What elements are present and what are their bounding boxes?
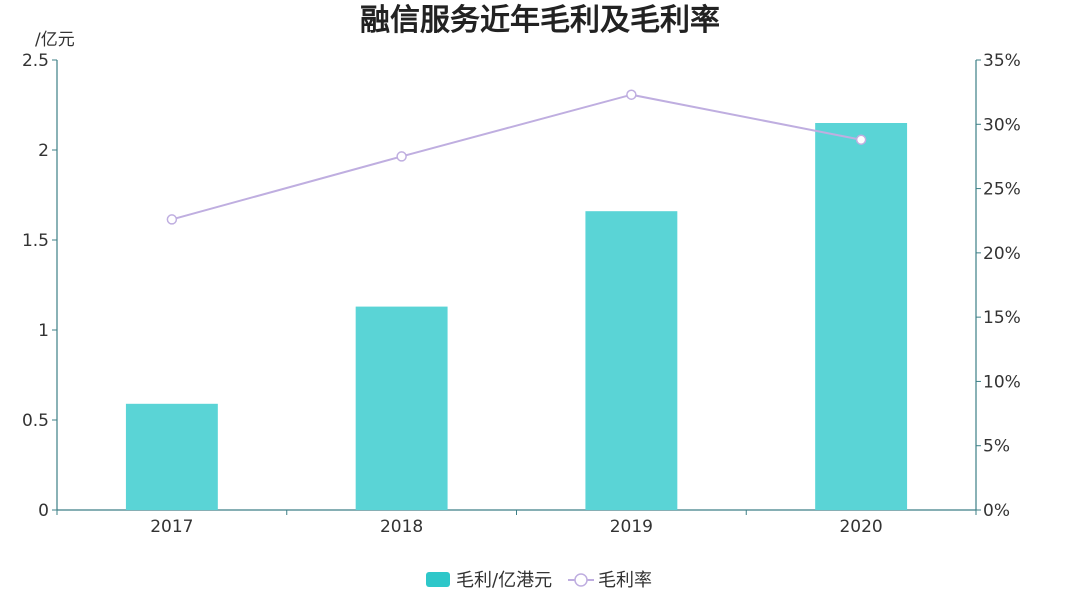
line-point[interactable] [166,214,178,225]
bar-series [125,123,908,510]
y-right-tick-label: 35% [983,51,1021,71]
x-tick-label: 2018 [380,517,423,537]
legend-swatch-bar[interactable] [426,572,450,587]
y-left-tick-label: 2.5 [22,51,49,71]
y-left-tick-label: 0.5 [22,411,49,431]
line-point[interactable] [626,89,637,100]
y-right-tick-label: 5% [983,437,1010,457]
legend-label-bar[interactable]: 毛利/亿港元 [456,570,552,591]
x-tick-label: 2020 [839,517,882,537]
bar[interactable] [125,403,218,510]
y-unit-label: /亿元 [35,30,75,50]
line-series [166,89,867,225]
bar[interactable] [585,211,678,510]
line-point[interactable] [855,134,867,145]
y-right-tick-label: 15% [983,308,1021,328]
y-left-tick-label: 1.5 [22,231,49,251]
y-right-tick-label: 10% [983,372,1021,392]
y-right-tick-label: 25% [983,180,1021,200]
bar[interactable] [815,123,908,510]
x-tick-label: 2019 [610,517,653,537]
y-right-tick-label: 0% [983,501,1010,521]
y-right-tick-label: 30% [983,115,1021,135]
line-point[interactable] [396,151,407,162]
y-left-tick-label: 1 [38,321,49,341]
y-left-tick-label: 0 [38,501,49,521]
x-tick-label: 2017 [150,517,193,537]
chart-title: 融信服务近年毛利及毛利率 [360,3,720,38]
legend-swatch-line-marker [574,573,588,587]
legend-label-line[interactable]: 毛利率 [598,570,652,591]
axes: 0 0.5 1 1.5 2 2.5 0% 5% 10% 15% 20% 25% 30% 35% 2017 20… [22,51,1021,537]
bar[interactable] [355,306,448,510]
y-left-tick-label: 2 [38,141,49,161]
y-right-tick-label: 20% [983,244,1021,264]
line-path [171,93,862,221]
legend: 毛利/亿港元 毛利率 [426,570,652,591]
